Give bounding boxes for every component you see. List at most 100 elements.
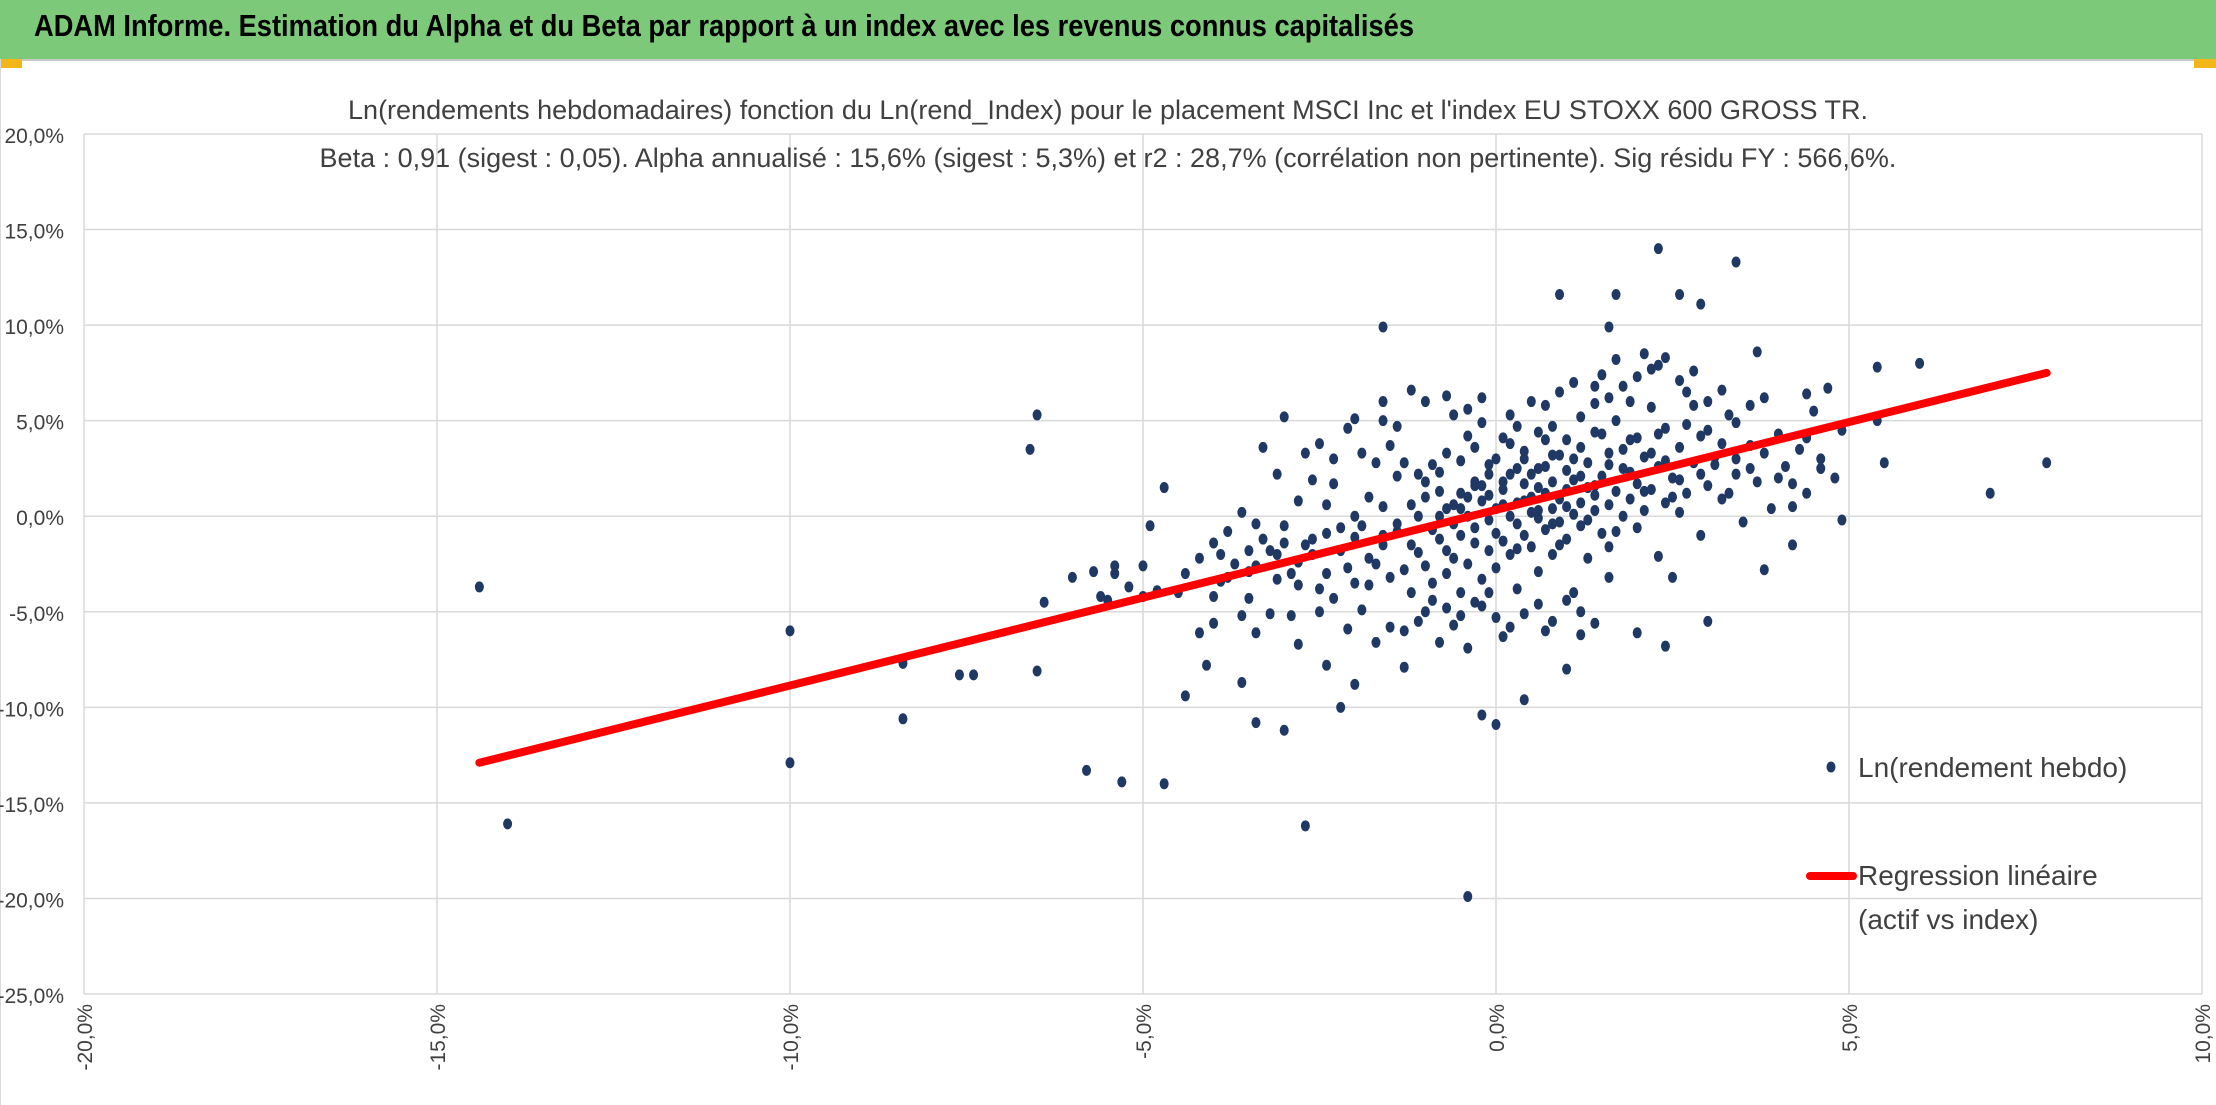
scatter-point <box>1392 518 1402 530</box>
scatter-point <box>1604 321 1614 333</box>
scatter-point <box>1604 447 1614 459</box>
scatter-point <box>1413 468 1423 480</box>
scatter-point <box>1540 461 1550 473</box>
scatter-point <box>1237 610 1247 622</box>
scatter-point <box>1322 659 1332 671</box>
scatter-point <box>1385 621 1395 633</box>
scatter-point <box>1802 388 1812 400</box>
scatter-point <box>969 669 979 681</box>
corner-marker-right <box>2194 59 2216 68</box>
scatter-point <box>1696 529 1706 541</box>
y-tick-label: 20,0% <box>4 125 64 148</box>
scatter-point <box>1526 541 1536 553</box>
scatter-point <box>1533 462 1543 474</box>
scatter-point <box>1463 403 1473 415</box>
scatter-point <box>1449 552 1459 564</box>
scatter-point <box>1399 661 1409 673</box>
scatter-point <box>1279 537 1289 549</box>
scatter-point <box>1597 369 1607 381</box>
scatter-point <box>1632 522 1642 534</box>
scatter-point <box>898 713 908 725</box>
scatter-point <box>1533 426 1543 438</box>
scatter-point <box>1547 449 1557 461</box>
scatter-point <box>1230 558 1240 570</box>
scatter-point <box>1731 453 1741 465</box>
scatter-point <box>1547 420 1557 432</box>
scatter-point <box>1237 676 1247 688</box>
scatter-point <box>1498 483 1508 495</box>
scatter-point <box>1555 516 1565 528</box>
scatter-point <box>1307 474 1317 486</box>
banner: ADAM Informe. Estimation du Alpha et du … <box>0 0 2216 61</box>
chart-subtitle: Beta : 0,91 (sigest : 0,05). Alpha annua… <box>319 143 1897 173</box>
scatter-point <box>1456 487 1466 499</box>
scatter-point <box>1406 499 1416 511</box>
scatter-point <box>1336 522 1346 534</box>
scatter-point <box>1477 417 1487 429</box>
scatter-point <box>1484 489 1494 501</box>
scatter-point <box>1484 587 1494 599</box>
scatter-point <box>1533 482 1543 494</box>
scatter-point <box>1194 552 1204 564</box>
scatter-point <box>1519 445 1529 457</box>
scatter-point <box>1385 440 1395 452</box>
scatter-point <box>1512 543 1522 555</box>
scatter-point <box>1583 457 1593 469</box>
scatter-point <box>1569 508 1579 520</box>
scatter-point <box>1717 384 1727 396</box>
scatter-point <box>1703 424 1713 436</box>
scatter-point <box>1435 510 1445 522</box>
scatter-point <box>1357 604 1367 616</box>
scatter-point <box>1519 529 1529 541</box>
scatter-point <box>1442 602 1452 614</box>
scatter-point <box>1526 396 1536 408</box>
scatter-point <box>1110 560 1120 572</box>
legend-label-regression: Regression linéaire <box>1858 860 2098 891</box>
y-tick-label: 15,0% <box>4 221 64 244</box>
x-tick-label: -20,0% <box>74 1004 97 1071</box>
scatter-point <box>1251 627 1261 639</box>
scatter-point <box>1816 462 1826 474</box>
scatter-point <box>1611 526 1621 538</box>
scatter-point <box>1830 472 1840 484</box>
scatter-point <box>1604 571 1614 583</box>
scatter-point <box>1364 491 1374 503</box>
scatter-point <box>1660 352 1670 364</box>
y-tick-label: 0,0% <box>16 507 64 530</box>
y-tick-label: -20,0% <box>0 889 64 912</box>
scatter-point <box>1498 432 1508 444</box>
scatter-point <box>1364 552 1374 564</box>
scatter-point <box>1717 438 1727 450</box>
scatter-point <box>1209 617 1219 629</box>
scatter-point <box>1505 621 1515 633</box>
scatter-point <box>1315 583 1324 595</box>
scatter-point <box>1604 541 1614 553</box>
scatter-point <box>1604 499 1614 511</box>
scatter-point <box>1583 552 1593 564</box>
scatter-point <box>1668 491 1677 503</box>
scatter-point <box>1251 717 1261 729</box>
scatter-point <box>1427 459 1437 471</box>
scatter-point <box>1604 392 1614 404</box>
scatter-point <box>1569 453 1579 465</box>
scatter-point <box>1420 491 1430 503</box>
scatter-point <box>1823 382 1833 394</box>
scatter-point <box>1315 606 1324 618</box>
scatter-point <box>1724 487 1734 499</box>
scatter-point <box>1505 409 1515 421</box>
scatter-point <box>1576 497 1586 509</box>
scatter-point <box>1413 615 1423 627</box>
scatter-point <box>1357 447 1367 459</box>
scatter-point <box>1533 504 1543 516</box>
scatter-point <box>1279 520 1289 532</box>
scatter-point <box>1350 678 1360 690</box>
scatter-point <box>1456 455 1466 467</box>
scatter-point <box>1562 501 1572 513</box>
scatter-point <box>1463 491 1473 503</box>
scatter-point <box>1773 472 1783 484</box>
scatter-point <box>1357 520 1367 532</box>
scatter-point <box>1406 539 1416 551</box>
scatter-point <box>1110 568 1120 580</box>
scatter-point <box>1625 434 1635 446</box>
scatter-point <box>1618 380 1628 392</box>
